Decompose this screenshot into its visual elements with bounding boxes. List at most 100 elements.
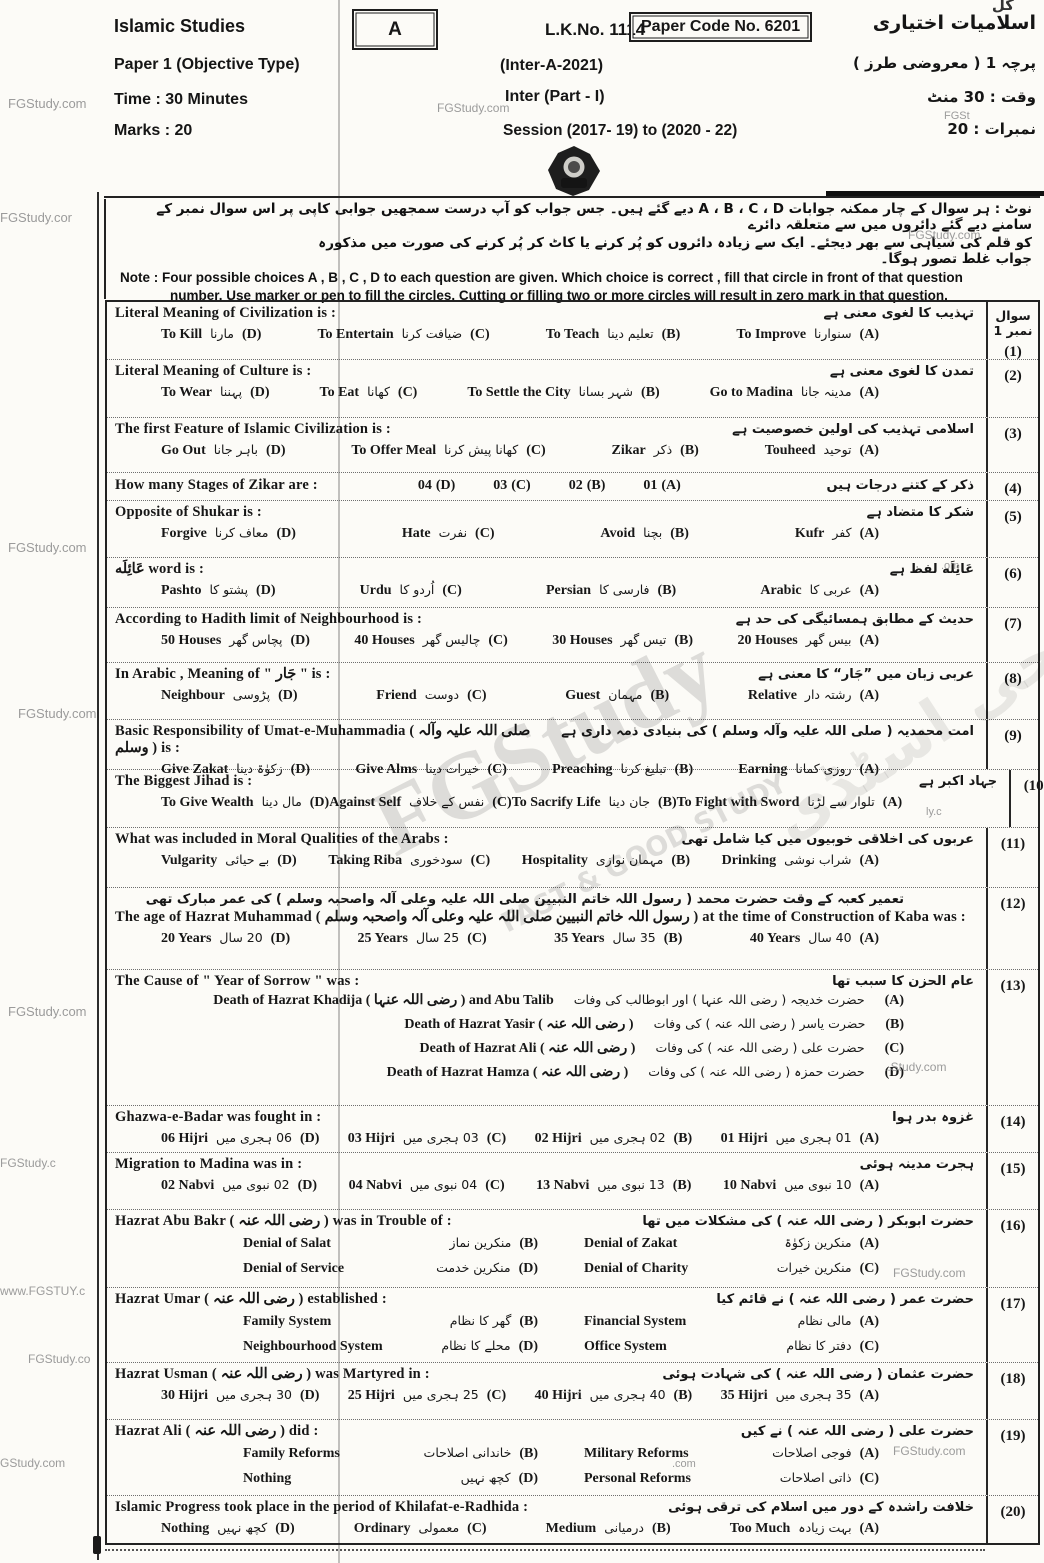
option-label: (C) [526,443,546,458]
option: Go to Madina مدینہ جانا (A) [710,383,879,401]
option-text-english: To Improve [736,327,807,342]
question-text-urdu: ہجرت مدینہ ہوئی [859,1157,974,1172]
option: Drinking شراب نوشی (A) [722,851,879,869]
option-text-urdu: مہمان نوازی [595,852,664,867]
option-text-english: Drinking [721,853,777,868]
question-text-english: Opposite of Shukar is : [115,504,262,520]
option-text-urdu: کچھ نہیں [460,1470,511,1485]
option-label: (D) [290,762,311,777]
part-line: Inter (Part - I) [505,88,605,105]
option-label: (A) [859,1178,879,1193]
option-text-english: Ordinary [353,1521,411,1536]
question-line: Basic Responsibility of Umat-e-Muhammadi… [115,723,974,757]
option-text-urdu: رشتہ دار [804,687,852,702]
question-row: عَائِلَه word is : عَائِلَه لفظ ہے Pashto … [107,558,1038,608]
option: Touheed توحید (A) [765,441,879,459]
question-text-english: In Arabic , Meaning of " جَار " is : [115,666,331,682]
option-text-english: Guest [565,688,601,703]
question-content: The Biggest Jihad is : جہاد اکبر ہے To Giv… [107,770,1009,827]
paper-type-line: Paper 1 (Objective Type) [114,56,300,73]
option-label: (A) [859,327,879,342]
question-number: (9) [1004,728,1022,744]
question-number: (19) [1000,1428,1026,1444]
option: To Offer Meal کھانا پیش کرنا (C) [351,441,545,459]
option-text-english: 30 Houses [552,633,613,648]
option-label: (C) [467,931,487,946]
question-row: Islamic Progress took place in the perio… [107,1496,1038,1543]
option: To Fight with Sword تلوار سے لڑنا (A) [677,793,903,811]
option-text-urdu: جان دینا [608,794,650,809]
option-text-english: Family Reforms [243,1446,340,1461]
option-label: (C) [485,1178,505,1193]
option-text-urdu: پشتو کا [209,582,249,597]
option-text-urdu: نفرت [438,525,468,540]
option-label: (C) [475,526,495,541]
question-text-urdu: حضرت علی ( رضی اللہ عنہ ) نے کیں [740,1424,974,1439]
question-line: Hazrat Ali ( رضی اللہ عنہ ) did : حضرت عل… [115,1423,974,1440]
question-number: (4) [1004,481,1022,497]
option: Hate نفرت (C) [402,524,495,542]
question-row: According to Hadith limit of Neighbourho… [107,608,1038,663]
option-label: (B) [663,931,683,946]
option-text-urdu: عربی کا [809,582,852,597]
option-text-urdu: ذاتی اصلاحات [779,1470,852,1485]
option: 40 Years 40 سال (A) [750,929,879,947]
option-text-urdu: سنوارنا [814,326,852,341]
watermark: FGStudy.com [18,706,97,721]
options-stack: Death of Hazrat Khadija ( رضی اللہ عنہا … [115,990,974,1081]
option: To Sacrify Life جان دینا (B) [512,793,677,811]
question-row: Opposite of Shukar is : شکر کا متضاد ہے Fo… [107,501,1038,558]
option-text-urdu: 02 نبوی میں [222,1177,290,1192]
option-text-urdu: شہر بسانا [578,384,634,399]
option: Zikar ذکر (B) [612,441,699,459]
options-line: To Kill مارنا (D) To Entertain ضیافت کرنا… [115,322,974,343]
note-urdu-line2: کو قلم کی سیاہی سے بھر دیجئے۔ ایک سے زیا… [318,235,1032,267]
option-text-urdu: بے حیائی [225,852,270,867]
question-content: عَائِلَه word is : عَائِلَه لفظ ہے Pashto … [107,558,986,607]
option-label: (B) [657,583,677,598]
option-right: منکرین خیرات (C) [773,1259,879,1277]
question-row: Hazrat Usman ( رضی اللہ عنہ ) was Martyr… [107,1363,1038,1420]
option-text-urdu: زکوٰۃ دینا [236,761,283,776]
question-number-cell: (9) [986,720,1038,769]
option-text-english: 20 Houses [737,633,798,648]
option-right: فوجی اصلاحات (A) [768,1444,879,1462]
option-text-english: Denial of Charity [584,1261,689,1276]
option-text-english: Office System [584,1339,667,1354]
option-label: (D) [518,1471,538,1486]
option-text-urdu: بیس گھر [805,632,852,647]
question-text-urdu: عربوں کی اخلاقی خوبیوں میں کیا شامل تھی [681,832,974,847]
question-row: Ghazwa-e-Badar was fought in : غزوہ بدر ہ… [107,1106,1038,1153]
question-number: (12) [1000,896,1026,912]
option-text-urdu: ضیافت کرنا [401,326,463,341]
option: Death of Hazrat Ali ( رضی اللہ عنہ ) حضرت… [419,1040,904,1057]
option-text-english: Preaching [552,762,613,777]
question-text-english: Basic Responsibility of Umat-e-Muhammadi… [115,723,531,756]
question-text-english: The Biggest Jihad is : [115,773,253,789]
option: Go Out باہر جانا (D) [161,441,285,459]
option: To Wear پہننا (D) [161,383,270,401]
question-content: Hazrat Abu Bakr ( رضی اللہ عنہ ) was in … [107,1210,986,1287]
question-content: Hazrat Usman ( رضی اللہ عنہ ) was Martyr… [107,1363,986,1419]
option-text-english: To Give Wealth [161,795,254,810]
option-label: (A) [859,633,879,648]
option-label: (A) [884,993,904,1008]
watermark: FGStudy.com [893,1444,966,1458]
scan-smudge [93,1536,101,1554]
option-text-urdu: مہمان [608,687,643,702]
option-text-urdu: فوجی اصلاحات [772,1445,852,1460]
question-row: The first Feature of Islamic Civilizatio… [107,418,1038,473]
question-number-cell: (3) [986,418,1038,472]
page-fold-line [338,0,340,1563]
option-text-urdu: مال دینا [261,794,302,809]
option-text-english: 25 Years [357,931,408,946]
option-text-english: 02 Hijri [534,1131,582,1146]
option-text-urdu: خاندانی اصلاحات [423,1445,512,1460]
question-number-cell: (18) [986,1363,1038,1419]
option-text-urdu: تلوار سے لڑنا [807,794,875,809]
watermark: FGStudy.com [437,101,510,115]
option-text-urdu: چالیس گھر [422,632,481,647]
option: Neighbour پڑوسی (D) [161,686,298,704]
option-label: (D) [884,1065,904,1080]
